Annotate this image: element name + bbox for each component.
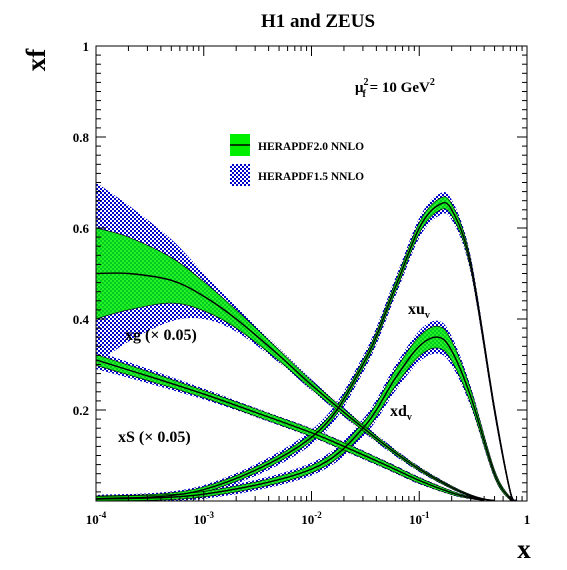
legend-label-herapdf15: HERAPDF1.5 NNLO (258, 171, 364, 183)
band-herapdf15-xg-0-05 (96, 182, 495, 501)
axis-ticks (95, 45, 527, 502)
x-tick-label: 10-3 (194, 510, 215, 527)
central-line-xs-0-05 (96, 359, 485, 501)
central-lines (96, 201, 518, 501)
x-tick-label: 1 (524, 512, 531, 527)
annotation-xuv: xuv (408, 301, 430, 321)
x-tick-label: 10-1 (409, 510, 430, 527)
chart-title: H1 and ZEUS (261, 11, 375, 32)
y-tick-labels: 0.2 0.4 0.6 0.8 1 (73, 39, 90, 418)
annotation-xdv: xdv (390, 403, 412, 423)
legend-item-herapdf20: HERAPDF2.0 NNLO (230, 134, 364, 156)
band-herapdf15-xd-v (96, 320, 517, 501)
legend: HERAPDF2.0 NNLO HERAPDF1.5 NNLO (230, 134, 364, 186)
legend-label-herapdf20: HERAPDF2.0 NNLO (258, 141, 364, 153)
legend-item-herapdf15: HERAPDF1.5 NNLO (230, 164, 364, 186)
x-tick-label: 10-4 (86, 510, 107, 527)
annotation-xs: xS (× 0.05) (118, 429, 191, 446)
central-line-xd-v (96, 336, 517, 501)
scale-label: μ2 f = 10 GeV2 (355, 77, 435, 100)
central-line-xg-0-05 (96, 272, 495, 501)
y-tick-label: 0.4 (73, 312, 90, 327)
y-tick-label: 0.6 (73, 221, 90, 236)
y-tick-label: 0.2 (73, 403, 89, 418)
x-tick-label: 10-2 (301, 510, 322, 527)
annotation-xg: xg (× 0.05) (125, 327, 197, 344)
central-line-xu-v (96, 201, 518, 501)
y-tick-label: 1 (83, 39, 90, 54)
band-herapdf20-xg-0-05 (96, 227, 495, 501)
legend-swatch-herapdf15 (230, 164, 250, 186)
x-tick-labels: 10-4 10-3 10-2 10-1 1 (86, 510, 531, 527)
x-axis-label: x (517, 534, 531, 564)
y-axis-label: xf (21, 48, 51, 72)
y-tick-label: 0.8 (73, 130, 90, 145)
